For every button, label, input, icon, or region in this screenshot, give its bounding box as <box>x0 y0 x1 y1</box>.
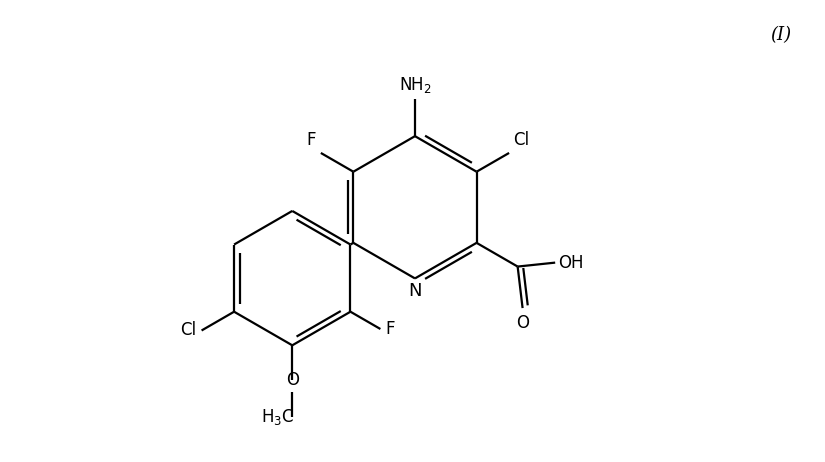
Text: Cl: Cl <box>513 131 529 149</box>
Text: O: O <box>516 314 529 332</box>
Text: NH$_2$: NH$_2$ <box>398 75 431 95</box>
Text: OH: OH <box>559 254 583 272</box>
Text: H$_3$C: H$_3$C <box>261 407 295 427</box>
Text: N: N <box>408 282 422 300</box>
Text: (I): (I) <box>770 26 791 44</box>
Text: O: O <box>285 371 299 389</box>
Text: F: F <box>385 320 395 338</box>
Text: Cl: Cl <box>181 322 196 340</box>
Text: F: F <box>306 131 316 149</box>
